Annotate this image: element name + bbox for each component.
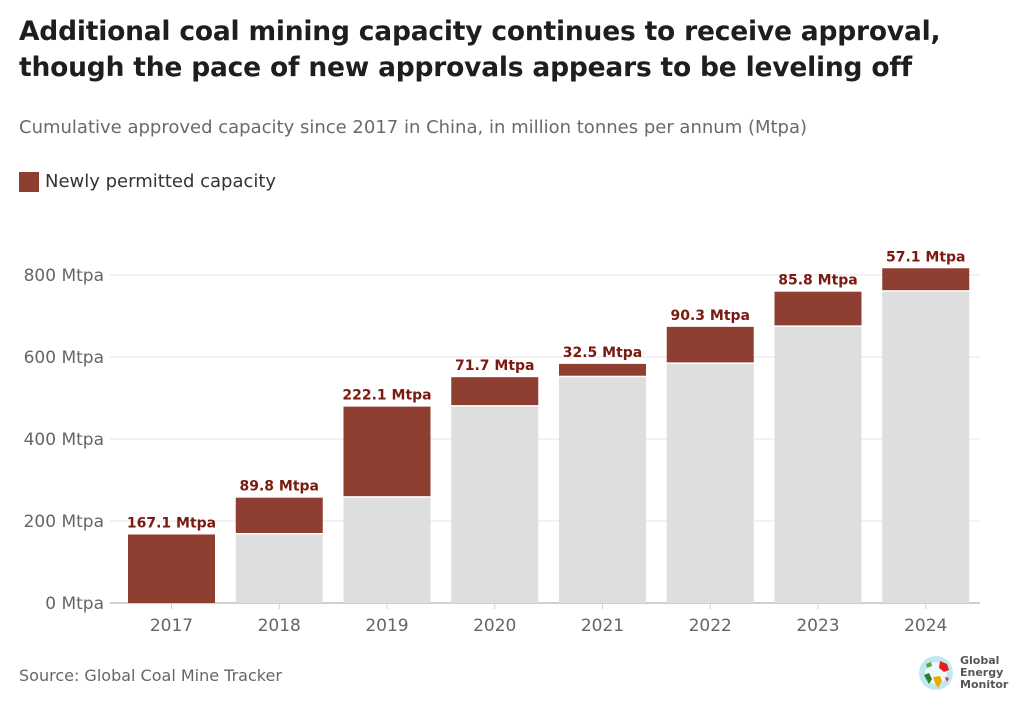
data-label: 57.1 Mtpa [886, 249, 966, 265]
x-tick-label: 2017 [150, 616, 193, 636]
bar-existing [882, 291, 970, 603]
bar-existing [235, 534, 323, 603]
bar-existing [451, 406, 539, 603]
x-tick-label: 2018 [258, 616, 301, 636]
bar-new [559, 363, 646, 376]
logo-text: Global Energy Monitor [960, 654, 1009, 691]
data-label: 32.5 Mtpa [563, 345, 643, 361]
chart-title: Additional coal mining capacity continue… [19, 16, 941, 83]
bar-existing [343, 497, 431, 603]
chart-subtitle: Cumulative approved capacity since 2017 … [19, 117, 808, 138]
bar-new [128, 534, 215, 603]
data-label: 167.1 Mtpa [127, 515, 216, 531]
legend-swatch [19, 171, 39, 192]
bar-new [666, 326, 754, 363]
x-tick-label: 2022 [689, 616, 732, 636]
data-label: 90.3 Mtpa [670, 308, 750, 324]
x-tick-label: 2019 [365, 616, 408, 636]
x-tick-label: 2024 [904, 616, 947, 636]
x-tick-label: 2021 [581, 616, 624, 636]
y-tick-label: 200 Mtpa [24, 512, 104, 532]
y-tick-label: 0 Mtpa [45, 594, 104, 614]
data-label: 85.8 Mtpa [778, 273, 858, 289]
bar-new [882, 268, 970, 291]
bar-new [343, 406, 431, 497]
legend-label: Newly permitted capacity [45, 171, 277, 192]
y-tick-label: 400 Mtpa [24, 430, 104, 450]
globe-icon [919, 656, 953, 690]
bar-existing [774, 326, 862, 603]
bar-new [774, 291, 862, 326]
y-tick-label: 800 Mtpa [24, 266, 104, 286]
bar-existing [666, 363, 754, 603]
bar-existing [559, 377, 646, 603]
data-label: 89.8 Mtpa [239, 479, 319, 495]
y-tick-label: 600 Mtpa [24, 348, 104, 368]
gem-logo: Global Energy Monitor [918, 655, 1008, 691]
legend: Newly permitted capacity [19, 171, 276, 192]
bar-chart: 0 Mtpa 200 Mtpa 400 Mtpa 600 Mtpa 800 Mtpa 16… [24, 249, 980, 636]
bar-new [451, 377, 539, 406]
data-label: 71.7 Mtpa [455, 358, 535, 374]
x-tick-label: 2020 [473, 616, 516, 636]
data-label: 222.1 Mtpa [342, 388, 431, 404]
source-note: Source: Global Coal Mine Tracker [19, 666, 282, 685]
x-tick-label: 2023 [796, 616, 839, 636]
bar-new [235, 497, 323, 533]
